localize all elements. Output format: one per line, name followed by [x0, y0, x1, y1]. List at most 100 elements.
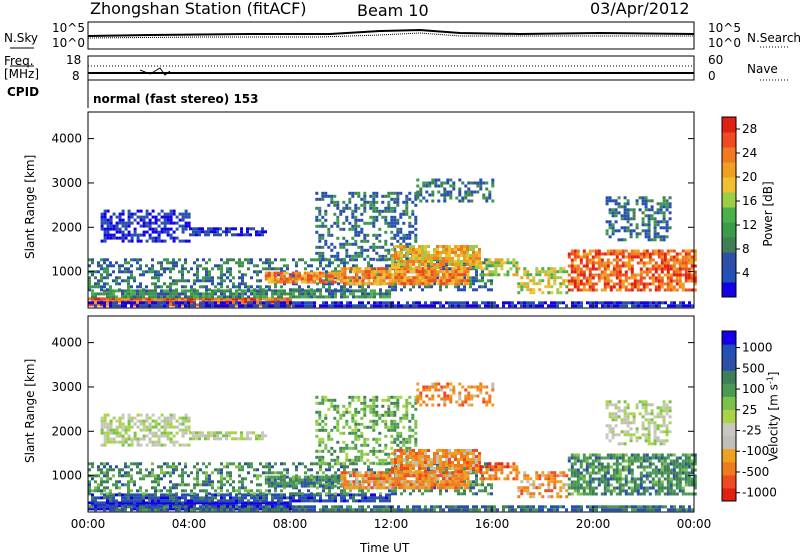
power-cell: [232, 304, 235, 307]
power-cell: [152, 216, 155, 219]
velocity-cell: [188, 429, 191, 432]
velocity-cell: [324, 417, 327, 420]
power-cell: [488, 197, 491, 200]
power-cell: [577, 280, 580, 283]
power-cell: [184, 261, 187, 264]
velocity-cell: [321, 426, 324, 429]
power-cell: [431, 191, 434, 194]
power-cell: [425, 182, 428, 185]
power-cell: [274, 267, 277, 270]
power-cell: [607, 250, 610, 253]
power-cell: [193, 279, 196, 282]
power-cell: [535, 282, 538, 285]
power-cell: [624, 238, 627, 241]
power-cell: [238, 276, 241, 279]
power-cell: [451, 301, 454, 304]
power-cell: [640, 262, 643, 265]
power-cell: [307, 272, 310, 275]
power-cell: [463, 285, 466, 288]
velocity-cell: [478, 489, 481, 492]
velocity-cell: [122, 414, 125, 417]
power-cell: [481, 285, 484, 288]
power-cell: [161, 240, 164, 243]
velocity-cell: [155, 426, 158, 429]
velocity-cell: [490, 492, 493, 495]
power-cell: [372, 198, 375, 201]
power-cell: [262, 301, 265, 304]
power-cell: [103, 304, 106, 307]
power-cell: [331, 281, 334, 284]
power-cell: [610, 286, 613, 289]
power-cell: [344, 282, 347, 285]
power-cell: [184, 292, 187, 295]
velocity-cell: [319, 496, 322, 499]
power-cell: [265, 285, 268, 288]
velocity-cell: [469, 489, 472, 492]
power-cell: [469, 266, 472, 269]
power-cell: [226, 276, 229, 279]
power-cell: [107, 222, 110, 225]
power-cell: [661, 262, 664, 265]
power-cell: [488, 270, 491, 273]
power-cell: [485, 182, 488, 185]
power-cell: [393, 192, 396, 195]
power-cell: [682, 256, 685, 259]
power-cell: [437, 185, 440, 188]
power-cell: [631, 304, 634, 307]
power-cell: [416, 197, 419, 200]
power-cell: [679, 268, 682, 271]
power-cell: [336, 207, 339, 210]
power-cell: [360, 252, 363, 255]
power-cell: [386, 282, 389, 285]
ytick-label: 1000: [51, 265, 82, 279]
velocity-cell: [315, 420, 318, 423]
power-cell: [574, 301, 577, 304]
velocity-cell: [182, 429, 185, 432]
velocity-cell: [358, 489, 361, 492]
velocity-cell: [113, 438, 116, 441]
power-cell: [158, 225, 161, 228]
power-cell: [211, 301, 214, 304]
power-cell: [418, 301, 421, 304]
power-cell: [580, 283, 583, 286]
power-cell: [648, 208, 651, 211]
power-cell: [466, 257, 469, 260]
velocity-cell: [192, 431, 195, 434]
power-cell: [178, 304, 181, 307]
velocity-cell: [196, 471, 199, 474]
power-cell: [121, 295, 124, 298]
velocity-cell: [106, 492, 109, 495]
velocity-cell: [149, 423, 152, 426]
power-cell: [145, 297, 148, 300]
power-cell: [467, 273, 470, 276]
power-cell: [388, 295, 391, 298]
power-cell: [155, 228, 158, 231]
power-cell: [389, 273, 392, 276]
power-cell: [488, 273, 491, 276]
power-cell: [414, 219, 417, 222]
velocity-cell: [179, 444, 182, 447]
power-cell: [654, 223, 657, 226]
power-cell: [342, 246, 345, 249]
power-cell: [304, 281, 307, 284]
velocity-cell: [295, 476, 298, 479]
power-cell: [374, 282, 377, 285]
velocity-cell: [427, 489, 430, 492]
power-cell: [418, 257, 421, 260]
power-cell: [370, 295, 373, 298]
power-cell: [189, 233, 192, 236]
velocity-cell: [122, 423, 125, 426]
power-cell: [547, 273, 550, 276]
velocity-cell: [484, 486, 487, 489]
ytick-label: 4000: [51, 132, 82, 146]
power-cell: [691, 250, 694, 253]
velocity-cell: [318, 459, 321, 462]
velocity-cell: [181, 477, 184, 480]
velocity-cell: [164, 417, 167, 420]
power-cell: [363, 192, 366, 195]
power-cell: [592, 286, 595, 289]
power-cell: [304, 275, 307, 278]
power-cell: [628, 301, 631, 304]
velocity-cell: [322, 499, 325, 502]
velocity-cell: [339, 414, 342, 417]
